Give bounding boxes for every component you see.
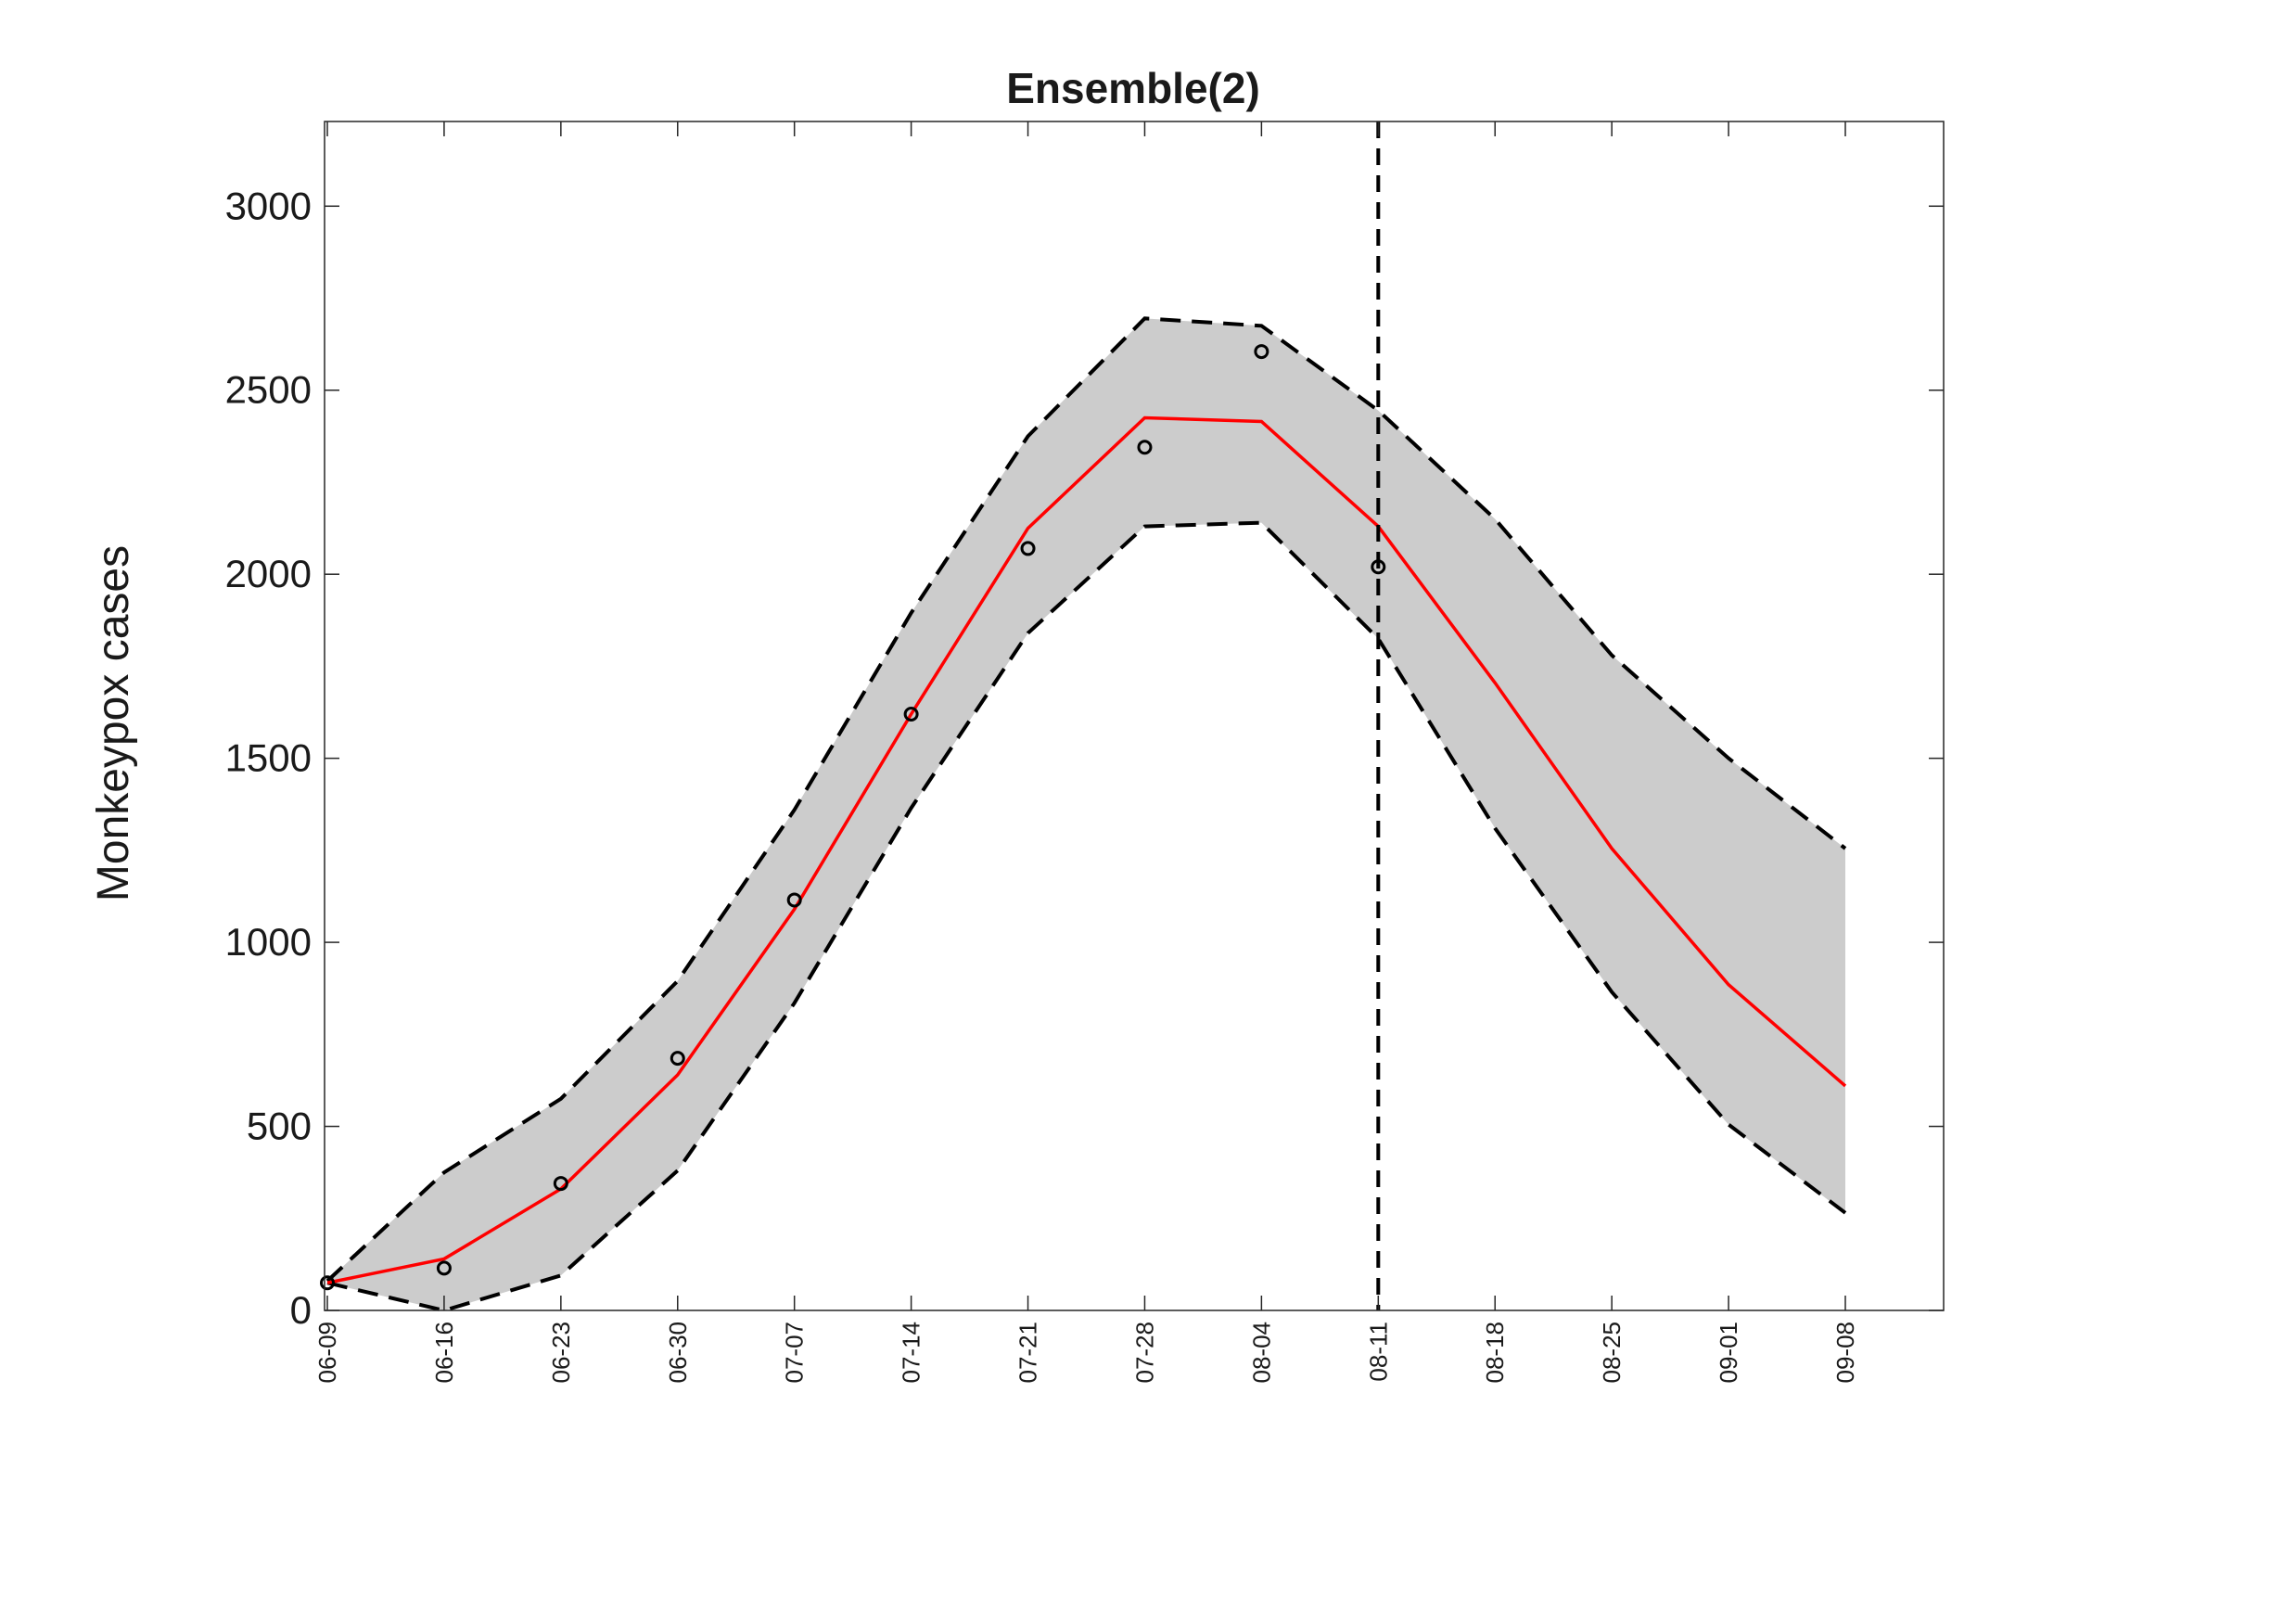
observed-point [903,707,919,722]
observed-point [1137,440,1153,455]
y-axis-label: Monkeypox cases [89,545,138,901]
axes-frame [324,121,1945,1311]
observed-point [553,1176,568,1192]
y-tick-label: 2000 [225,552,312,595]
x-tick-label: 06-30 [664,1322,692,1384]
observed-point [670,1051,685,1067]
plot-area [320,121,1847,1313]
observed-point [436,1260,452,1276]
observed-point [320,1275,335,1291]
x-tick-label: 08-25 [1598,1322,1626,1384]
y-tick-label: 2500 [225,368,312,412]
y-tick-label: 500 [247,1105,312,1148]
x-tick-label: 08-04 [1247,1322,1275,1384]
x-tick-label: 08-11 [1364,1322,1392,1382]
x-tick-label: 06-23 [547,1322,575,1384]
x-tick-label: 07-07 [781,1322,809,1384]
observed-point [786,892,802,908]
axes: 0 500 1000 1500 2000 2500 3000 06-09 06-16 06-23 0… [225,121,1945,1384]
y-tick-label: 1000 [225,920,312,964]
uncertainty-band [327,318,1845,1311]
x-tick-label: 06-16 [430,1322,458,1384]
x-tick-label: 07-14 [898,1322,925,1384]
x-tick-label: 09-08 [1831,1322,1859,1384]
observed-point [1371,559,1386,575]
x-tick-label: 08-18 [1481,1322,1509,1384]
x-tick-label: 07-28 [1130,1322,1158,1384]
chart-title: Ensemble(2) [1006,64,1260,112]
y-tick-label: 1500 [225,736,312,780]
observed-point [1254,344,1269,360]
ensemble-mean-line [326,415,1847,1284]
observed-point [1020,541,1036,556]
y-tick-label: 0 [290,1288,312,1332]
upper-bound-line [325,316,1847,1283]
x-tick-label: 07-21 [1014,1322,1042,1384]
x-tick-label: 06-09 [313,1322,341,1384]
x-tick-label: 09-01 [1715,1322,1742,1384]
y-tick-label: 3000 [225,184,312,227]
lower-bound-line [326,520,1847,1313]
